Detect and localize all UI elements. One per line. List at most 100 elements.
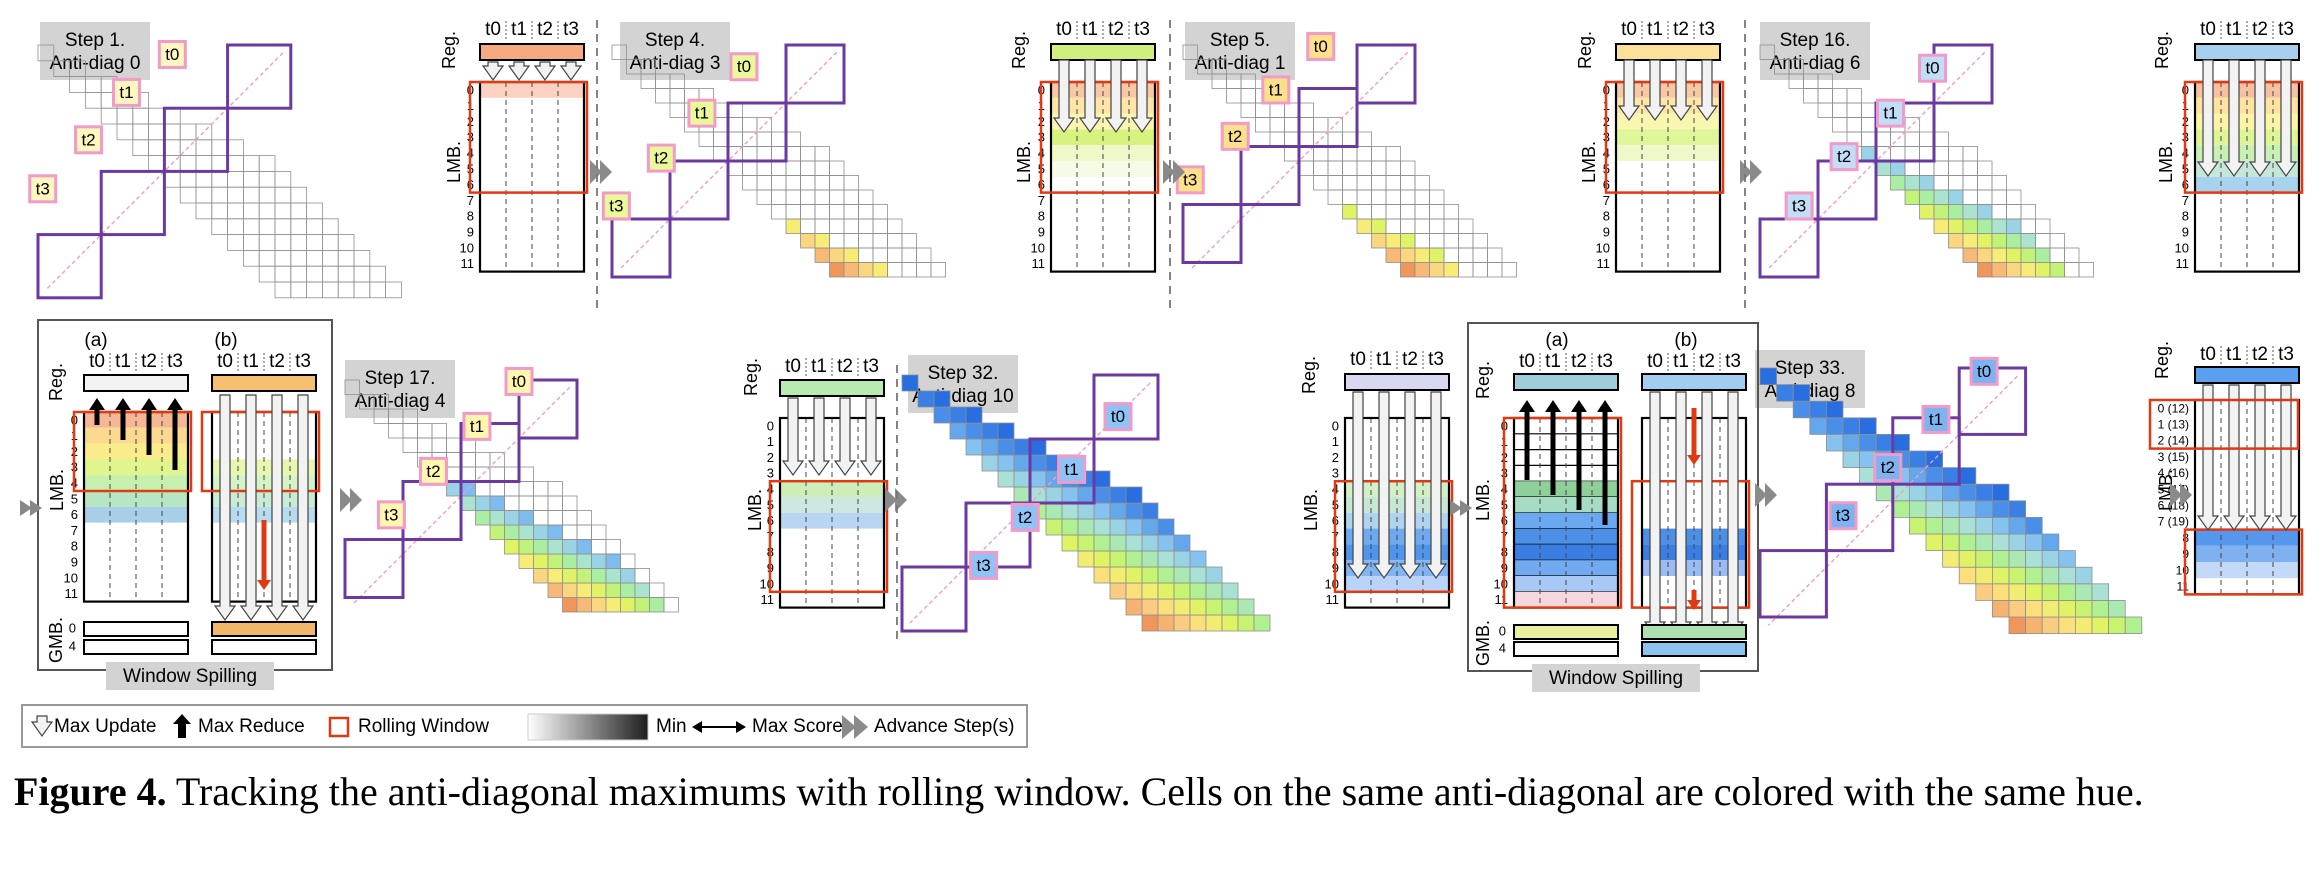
dp-cell [1832, 117, 1848, 133]
dp-cell [1846, 102, 1862, 118]
dp-cell [353, 249, 371, 267]
dp-cell [1890, 146, 1906, 162]
dp-cell [211, 170, 229, 188]
dp-cell [1992, 533, 2010, 552]
dp-cell [843, 175, 859, 191]
max-update-arrow [781, 397, 805, 477]
dp-cell [274, 202, 292, 220]
dp-cell [1792, 400, 1811, 419]
dp-cell [1356, 146, 1372, 162]
dp-cell [858, 189, 874, 205]
step-label-box [1760, 22, 1870, 80]
dp-cell [1240, 88, 1256, 104]
dp-cell [1189, 550, 1207, 568]
dp-cell [402, 437, 418, 453]
dp-cell [1975, 517, 1993, 535]
lmb-row-index: 11 [65, 586, 79, 601]
dp-cell [321, 249, 339, 267]
thread-header: t2 [1108, 19, 1124, 40]
dp-cell [1991, 204, 2007, 220]
gmb-row [83, 639, 189, 655]
dp-cell [1975, 566, 1993, 585]
dp-cell [655, 88, 671, 104]
step-label-3: Step 5.Anti-diag 1 [1185, 22, 1295, 80]
thread-tag [687, 98, 717, 128]
dp-cell [1189, 566, 1207, 584]
thread-header: t1 [2226, 344, 2242, 365]
step-antidiag: Anti-diag 3 [630, 53, 721, 74]
dp-cell [1356, 218, 1372, 234]
dp-cell [1109, 518, 1127, 536]
lmb-row-index: 7 [71, 523, 78, 538]
dp-cell [1991, 262, 2007, 278]
spill-arrowhead [257, 580, 271, 590]
dp-cell [1109, 566, 1127, 584]
dp-cell [562, 539, 578, 555]
dp-cell [2058, 583, 2076, 601]
dp-cell [1975, 583, 1993, 601]
dp-cell [1933, 204, 1949, 220]
max-update-arrow [559, 61, 583, 82]
dp-cell [1991, 233, 2007, 249]
dp-cell [771, 131, 787, 147]
dp-cell [1061, 486, 1079, 504]
step-label-box [40, 22, 150, 80]
dp-cell [649, 597, 665, 613]
dp-cell [1211, 59, 1227, 75]
dp-cell [290, 218, 307, 236]
rolling-window [2183, 528, 2304, 596]
dp-cell [1458, 262, 1474, 278]
step-antidiag: Anti-diag 6 [1770, 53, 1861, 74]
dp-cell [518, 524, 534, 540]
dp-cell [1472, 247, 1488, 263]
dp-cell [800, 233, 816, 249]
reg-label: Reg. [1009, 31, 1029, 69]
dp-cell [211, 202, 229, 220]
dp-cell [1977, 262, 1993, 278]
dp-cell [1125, 486, 1143, 504]
thread-tag-label: t1 [695, 104, 709, 123]
dp-cell [620, 553, 636, 569]
dp-cell [227, 202, 244, 220]
dp-cell [2049, 233, 2065, 249]
lmb-row-index: 10 [1325, 576, 1339, 591]
dp-cell [2025, 616, 2043, 635]
lmb-row-index: 8 [467, 209, 474, 224]
dp-cell [843, 189, 859, 205]
dp-cell [1429, 247, 1445, 263]
dp-cell [1962, 189, 1978, 205]
max-update-arrow [213, 394, 237, 622]
dp-cell [1077, 486, 1095, 504]
dp-cell [814, 233, 830, 249]
thread-header: t2 [1571, 351, 1587, 372]
dp-cell [1013, 454, 1031, 472]
dp-cell [800, 175, 816, 191]
dp-cell [1356, 160, 1372, 176]
lmb-row-index: 2 [767, 450, 774, 465]
dp-cell [1909, 483, 1927, 502]
dp-cell [1125, 534, 1143, 552]
dp-cell [1141, 582, 1159, 600]
thread-tag [157, 39, 187, 69]
lmb-row-index: 11 [761, 592, 775, 607]
dp-cell [1371, 204, 1387, 220]
reg-label: Reg. [2152, 31, 2172, 69]
panel-a-label: (a) [1545, 330, 1568, 351]
thread-tag [111, 77, 141, 107]
thread-header: t3 [2278, 344, 2294, 365]
dp-cell [274, 218, 292, 236]
lmb-row-index: 1 (13) [2158, 417, 2189, 431]
dp-cell [576, 582, 592, 598]
dp-cell [981, 438, 999, 456]
dp-cell [1958, 500, 1977, 518]
step-antidiag: Anti-diag 4 [355, 391, 446, 412]
advance-step-arrow [340, 488, 362, 512]
dp-cell [1962, 218, 1978, 234]
dp-cell [385, 281, 402, 299]
dp-cell [1141, 502, 1159, 520]
thread-header: t2 [837, 356, 853, 377]
thread-header: t3 [863, 356, 879, 377]
dp-cell [2074, 616, 2093, 635]
